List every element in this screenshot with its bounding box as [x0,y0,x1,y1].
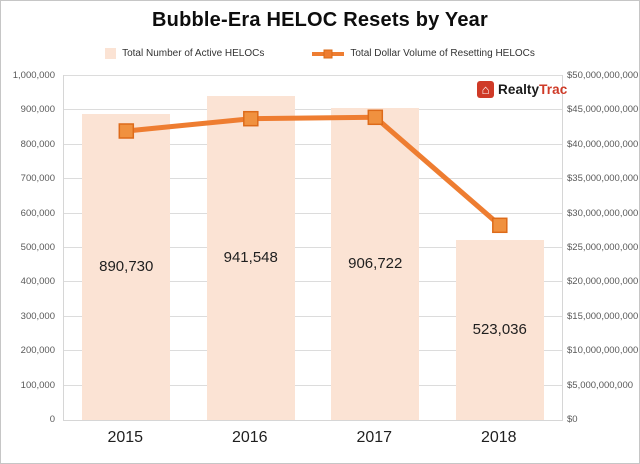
right-axis-tick: $20,000,000,000 [567,276,639,288]
gridline [64,247,562,248]
right-axis-tick: $35,000,000,000 [567,173,639,185]
right-axis-tick: $5,000,000,000 [567,379,634,391]
house-icon: ⌂ [477,81,494,98]
right-y-axis: $0 $5,000,000,000 $10,000,000,000 $15,000,0… [567,70,639,425]
left-axis-tick: 400,000 [20,276,55,288]
realtytrac-logo: ⌂ RealtyTrac [477,81,567,98]
left-axis-tick: 600,000 [20,207,55,219]
plot-area: 890,730 941,548 906,722 523,036 [63,75,563,421]
right-axis-tick: $0 [567,414,578,425]
left-axis-tick: 100,000 [20,379,55,391]
right-axis-tick: $50,000,000,000 [567,70,639,81]
bar-2015 [82,113,171,420]
bar-value-label: 906,722 [348,255,403,273]
x-axis: 2015 2016 2017 2018 [63,429,563,453]
gridline [64,384,562,386]
line-marker [243,110,259,127]
left-axis-tick: 500,000 [20,242,55,253]
bar-2016 [206,96,295,420]
line-marker [118,123,135,139]
brand-trac: Trac [539,82,568,97]
gridline [64,178,562,180]
legend-label: Total Number of Active HELOCs [122,48,265,59]
bar-value-label: 941,548 [223,249,278,267]
line-swatch [312,49,345,58]
right-axis-tick: $30,000,000,000 [567,207,639,219]
chart-title: Bubble-Era HELOC Resets by Year [152,9,488,31]
realtytrac-wordmark: RealtyTrac [498,82,567,97]
brand-realty: Realty [498,82,540,97]
left-axis-tick: 800,000 [20,138,55,150]
left-axis-tick: 900,000 [20,104,55,116]
line-marker [492,217,508,234]
trend-line [126,114,502,228]
bar-swatch [105,48,117,59]
x-axis-label-2018: 2018 [480,429,517,446]
left-axis-tick: 700,000 [20,173,55,185]
bar-2018 [455,240,544,420]
bar-value-label: 523,036 [472,321,527,339]
gridline [64,109,562,111]
line-series [118,109,508,234]
right-axis-tick: $25,000,000,000 [567,242,639,253]
legend-item: Total Dollar Volume of Resetting HELOCs [312,48,535,59]
left-axis-tick: 200,000 [20,345,55,357]
x-axis-label-2017: 2017 [356,429,393,446]
gridline [64,281,562,283]
gridline [64,350,562,352]
line-marker-swatch [323,49,333,58]
left-y-axis: 0 100,000 200,000 300,000 400,000 500,000 600,… [1,70,58,425]
left-axis-tick: 300,000 [20,310,55,322]
bar-2017 [331,108,420,420]
right-axis-tick: $10,000,000,000 [567,345,639,357]
chart-legend: Total Number of Active HELOCs Total Dolla… [1,48,639,59]
left-axis-tick: 1,000,000 [12,70,55,81]
left-axis-tick: 0 [49,414,55,425]
bar-value-label: 890,730 [99,257,154,275]
x-axis-label-2016: 2016 [231,429,268,446]
x-axis-label-2015: 2015 [107,429,144,446]
gridline [64,75,562,76]
line-marker [367,109,384,126]
right-axis-tick: $45,000,000,000 [567,104,639,116]
gridline [64,143,562,145]
gridline [64,212,562,214]
legend-label: Total Dollar Volume of Resetting HELOCs [350,48,535,59]
right-axis-tick: $15,000,000,000 [567,310,639,322]
gridline [64,315,562,317]
right-axis-tick: $40,000,000,000 [567,138,639,150]
legend-item: Total Number of Active HELOCs [105,48,264,59]
